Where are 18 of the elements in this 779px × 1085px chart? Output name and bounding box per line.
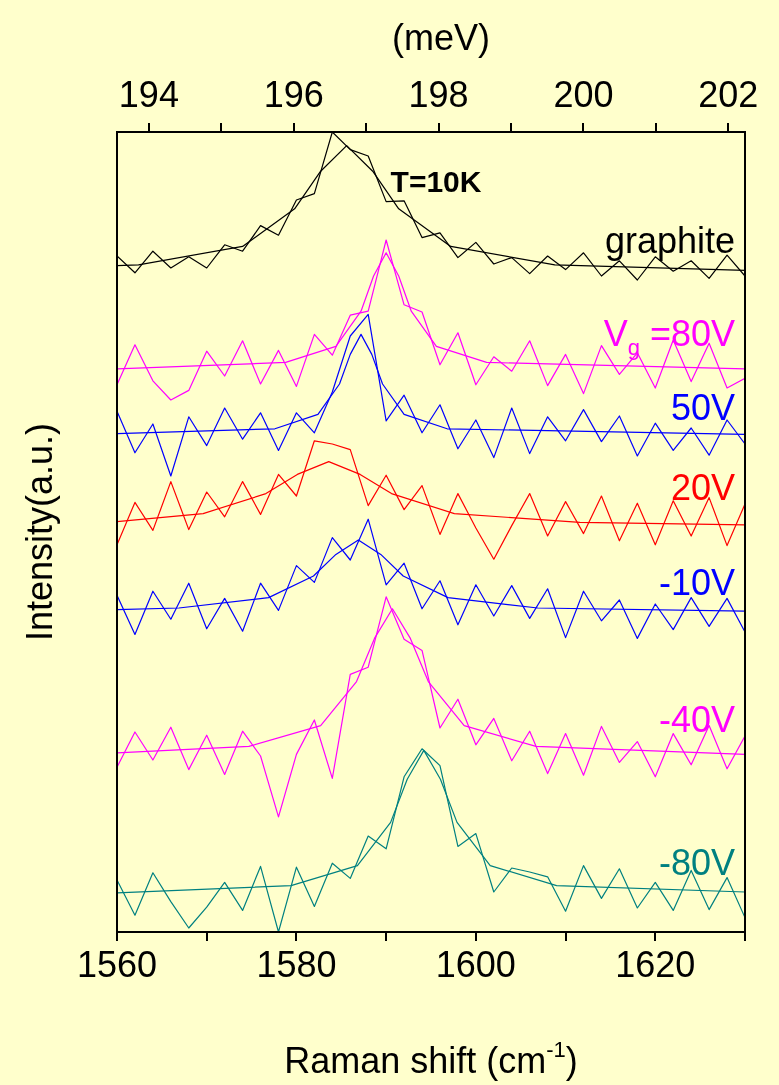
x-tick-label: 1600 xyxy=(435,943,516,985)
x2-tick-label: 198 xyxy=(408,74,469,116)
x2-tick-label: 194 xyxy=(118,74,179,116)
series-label: -10V xyxy=(658,562,735,604)
x-tick-label: 1560 xyxy=(76,943,158,985)
y-axis-title: Intensity(a.u.) xyxy=(19,422,60,642)
x-tick-label: 1620 xyxy=(615,943,696,985)
series-label: 50V xyxy=(670,387,736,429)
series-label: -80V xyxy=(658,841,735,883)
x-tick-label: 1580 xyxy=(256,943,337,985)
series-label: graphite xyxy=(604,220,736,261)
x2-tick-label: 200 xyxy=(553,74,614,116)
text: T=10K xyxy=(390,165,482,198)
series-label: -40V xyxy=(658,698,735,740)
x2-tick-label: 196 xyxy=(263,74,324,116)
x2-axis-title: (meV) xyxy=(392,17,490,58)
series-label: 20V xyxy=(670,467,736,509)
x2-tick-label: 202 xyxy=(698,74,759,116)
